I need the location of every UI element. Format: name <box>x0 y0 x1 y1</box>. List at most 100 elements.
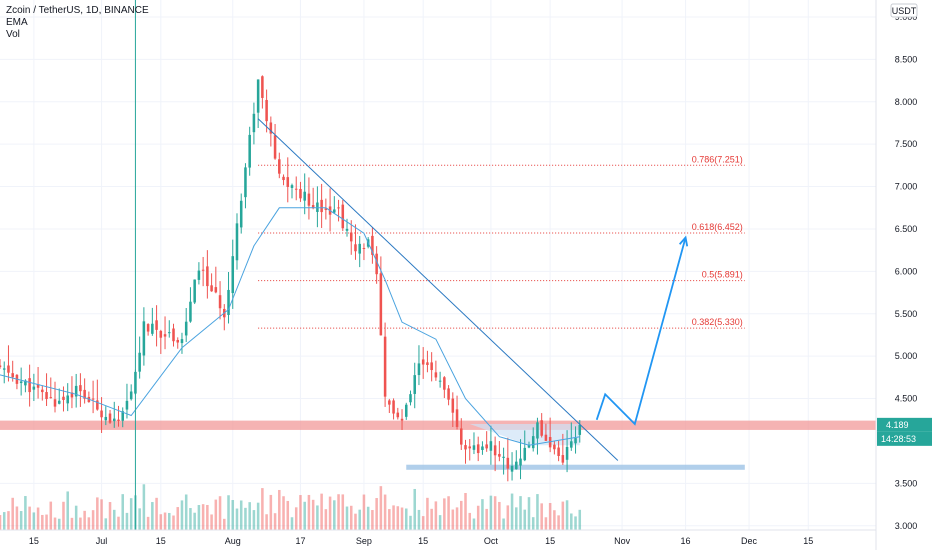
volume-bar <box>345 506 349 530</box>
volume-bar <box>570 513 573 530</box>
volume-bar <box>91 510 95 530</box>
candle-body <box>417 363 421 376</box>
volume-bar <box>19 511 23 530</box>
volume-bar <box>362 494 366 530</box>
time-tick-label: Oct <box>484 536 499 546</box>
volume-bar <box>100 499 103 530</box>
volume-bar <box>400 507 404 530</box>
candle-body <box>278 159 281 174</box>
price-tick-label: 8.000 <box>895 97 918 107</box>
volume-bar <box>464 493 467 530</box>
volume-bar <box>146 516 150 530</box>
candle-body <box>557 447 560 456</box>
time-tick-label: 15 <box>156 536 166 546</box>
candle-body <box>189 301 192 322</box>
candle-body <box>197 270 201 280</box>
currency-label: USDT <box>892 6 917 16</box>
time-tick-label: Sep <box>356 536 372 546</box>
candle-body <box>176 339 180 343</box>
candle-body <box>299 188 302 199</box>
volume-bar <box>62 501 65 530</box>
price-tick-label: 4.500 <box>895 394 918 404</box>
candle-body <box>574 438 577 444</box>
candle-body <box>502 456 505 458</box>
candle-body <box>117 419 120 421</box>
volume-bar <box>112 509 116 530</box>
volume-bar <box>299 495 302 530</box>
candle-body <box>337 207 340 209</box>
symbol-title[interactable]: Zcoin / TetherUS, 1D, BINANCE <box>6 5 149 16</box>
candle-body <box>294 188 298 190</box>
candle-body <box>290 185 294 188</box>
volume-bar <box>468 512 472 530</box>
volume-bar <box>392 505 395 530</box>
ema-line <box>0 207 580 446</box>
time-tick-label: Aug <box>225 536 241 546</box>
candle-body <box>129 391 133 400</box>
candle-body <box>19 381 23 384</box>
volume-bar <box>409 515 412 530</box>
candle-body <box>375 253 378 275</box>
ema-indicator-label[interactable]: EMA <box>6 17 28 28</box>
volume-bar <box>239 500 243 530</box>
price-axis-bg <box>876 0 932 550</box>
volume-bar <box>438 515 442 530</box>
candle-body <box>163 334 167 337</box>
volume-bar <box>2 512 6 530</box>
volume-indicator-label[interactable]: Vol <box>6 29 20 40</box>
overlay-lines <box>0 0 689 530</box>
candle-body <box>413 375 416 394</box>
volume-bar <box>278 489 281 530</box>
candle-body <box>392 400 395 414</box>
volume-bar <box>320 493 323 530</box>
candle-body <box>561 455 565 463</box>
price-tick-label: 5.000 <box>895 351 918 361</box>
volume-bar <box>49 501 53 530</box>
last-price-badge <box>877 417 932 432</box>
time-axis[interactable]: 15 Jul 15 Aug 17 Sep 15 Oct 15 Nov 16 Dec 15 <box>0 529 876 546</box>
candle-body <box>57 400 61 404</box>
volume-bar <box>523 509 527 530</box>
volume-bar <box>83 510 86 530</box>
volume-bar <box>87 517 91 530</box>
candle-body <box>536 422 539 439</box>
candle-body <box>252 113 256 133</box>
candle-body <box>265 99 268 122</box>
price-tick-label: 3.000 <box>895 521 918 531</box>
candle-body <box>70 392 74 398</box>
volume-bar <box>481 499 484 530</box>
volume-bar <box>434 501 438 530</box>
volume-bar <box>413 488 416 530</box>
volume-bar <box>561 501 565 530</box>
candle-body <box>345 228 349 231</box>
volume-bar <box>506 505 510 530</box>
price-tick-label: 5.500 <box>895 309 918 319</box>
candle-body <box>11 373 14 378</box>
price-tick-label: 8.500 <box>895 54 918 64</box>
candle-body <box>523 447 527 461</box>
volume-bar <box>104 518 108 530</box>
candle-body <box>548 437 552 448</box>
volume-bar <box>7 511 10 530</box>
volume-bar <box>53 517 57 530</box>
volume-bar <box>172 515 175 530</box>
volume-bar <box>74 505 78 530</box>
volume-bar <box>349 505 353 530</box>
candle-body <box>311 205 315 209</box>
volume-bar <box>447 496 450 530</box>
volume-bar <box>265 514 268 530</box>
price-axis[interactable]: 9.0008.5008.0007.5007.0006.5006.0005.500… <box>875 0 932 550</box>
price-tick-label: 7.000 <box>895 182 918 192</box>
volume-bar <box>540 503 543 530</box>
candle-body <box>45 392 48 400</box>
downtrend-line <box>257 118 619 461</box>
volume-bar <box>421 516 425 530</box>
candle-body <box>239 200 243 228</box>
candle-body <box>193 279 196 303</box>
volume-bar <box>396 506 400 530</box>
candle-body <box>485 444 488 449</box>
volume-bar <box>45 514 48 530</box>
volume-bar <box>138 508 141 530</box>
volume-bar <box>578 509 582 530</box>
